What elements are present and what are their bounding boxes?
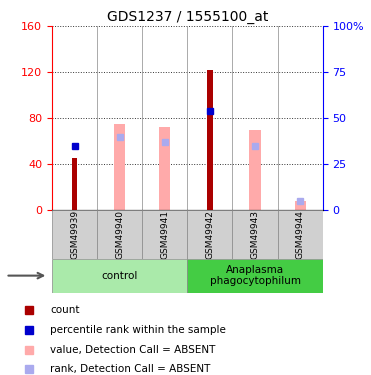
Bar — [114, 124, 125, 210]
Bar — [295, 201, 306, 210]
Bar — [52, 210, 97, 259]
Bar — [278, 210, 323, 259]
Text: GSM49939: GSM49939 — [70, 210, 79, 259]
Text: GSM49940: GSM49940 — [115, 210, 124, 259]
Bar — [159, 128, 170, 210]
Bar — [249, 130, 261, 210]
Text: value, Detection Call = ABSENT: value, Detection Call = ABSENT — [50, 345, 216, 355]
Text: percentile rank within the sample: percentile rank within the sample — [50, 325, 226, 335]
Text: control: control — [101, 271, 138, 280]
Bar — [233, 210, 278, 259]
Text: GSM49943: GSM49943 — [250, 210, 260, 259]
Bar — [187, 210, 233, 259]
Bar — [187, 259, 323, 292]
Bar — [52, 259, 187, 292]
Bar — [72, 158, 77, 210]
Bar — [142, 210, 187, 259]
Text: count: count — [50, 305, 80, 315]
Title: GDS1237 / 1555100_at: GDS1237 / 1555100_at — [107, 10, 268, 24]
Text: rank, Detection Call = ABSENT: rank, Detection Call = ABSENT — [50, 364, 210, 375]
Bar — [97, 210, 142, 259]
Bar — [207, 70, 213, 210]
Text: Anaplasma
phagocytophilum: Anaplasma phagocytophilum — [210, 265, 301, 286]
Text: GSM49942: GSM49942 — [206, 210, 214, 259]
Text: GSM49944: GSM49944 — [296, 210, 305, 259]
Text: GSM49941: GSM49941 — [160, 210, 169, 259]
